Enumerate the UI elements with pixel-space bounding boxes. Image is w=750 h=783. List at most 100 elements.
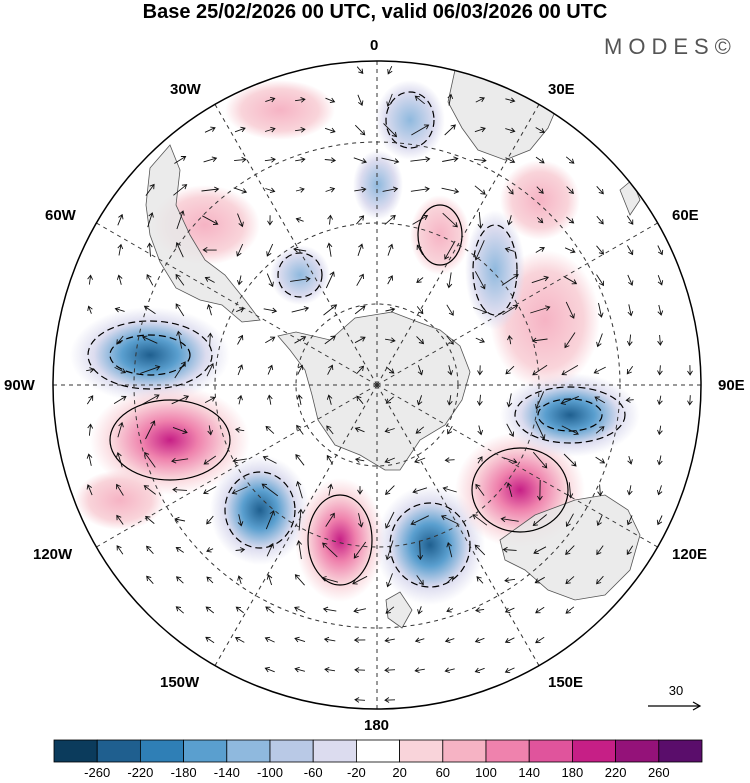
wind-vector <box>203 156 218 163</box>
wind-vector <box>266 243 274 257</box>
wind-vector <box>537 479 543 501</box>
wind-vector <box>206 576 214 584</box>
wind-vector <box>386 573 393 588</box>
wind-vector <box>385 396 394 404</box>
wind-vector <box>297 364 304 375</box>
wind-vector <box>384 214 396 225</box>
wind-vector <box>656 455 663 466</box>
wind-vector <box>596 514 603 526</box>
wind-vector <box>536 186 544 194</box>
wind-vector <box>117 421 124 438</box>
colorbar-tick-label: -60 <box>303 765 323 780</box>
colorbar-tick-label: 20 <box>392 765 407 780</box>
wind-vector <box>505 157 516 164</box>
wind-vector <box>116 545 124 555</box>
wind-vector <box>381 157 400 164</box>
wind-vector <box>504 667 515 674</box>
wind-vector <box>627 245 634 256</box>
wind-vector <box>385 337 396 344</box>
wind-vector <box>565 576 575 585</box>
lon-label-60e: 60E <box>672 207 699 224</box>
wind-vector <box>596 186 604 195</box>
wind-vector <box>294 666 306 673</box>
wind-vector <box>476 394 483 407</box>
wind-vector <box>500 516 519 523</box>
wind-vector <box>596 545 604 556</box>
wind-vector <box>237 334 244 345</box>
wind-vector <box>504 577 516 584</box>
wind-vector <box>505 365 515 375</box>
wind-vector <box>385 606 395 614</box>
wind-vector <box>535 127 546 134</box>
wind-vector <box>322 606 337 613</box>
wind-vector <box>175 273 185 286</box>
wind-vector <box>535 156 545 164</box>
wind-vector <box>234 156 247 163</box>
wind-vector <box>296 540 303 560</box>
wind-vector <box>384 485 395 496</box>
wind-vector <box>290 276 311 283</box>
wind-vector <box>234 126 246 133</box>
wind-vector <box>475 97 485 103</box>
colorbar-tick-label: 140 <box>518 765 541 780</box>
wind-vector <box>175 576 184 584</box>
wind-vector <box>410 515 429 526</box>
wind-vector <box>202 247 217 253</box>
wind-vector <box>565 156 575 164</box>
wind-vector <box>477 365 483 376</box>
wind-vector <box>416 306 424 315</box>
wind-vector <box>357 243 364 256</box>
wind-vector <box>204 396 216 403</box>
wind-vector <box>324 157 337 164</box>
wind-vector <box>417 606 423 615</box>
contour <box>109 334 191 376</box>
wind-vector <box>626 485 633 496</box>
wind-vector <box>477 211 484 229</box>
wind-vector <box>262 455 277 464</box>
wind-vector <box>264 636 275 643</box>
lon-label-180: 180 <box>364 717 390 734</box>
wind-vector <box>116 483 124 496</box>
wind-vector <box>295 126 306 133</box>
wind-vector <box>472 514 488 526</box>
wind-vector <box>234 636 245 643</box>
wind-vector <box>204 126 216 133</box>
anomaly-negative-50e <box>465 210 525 330</box>
meridian-line <box>376 384 658 548</box>
wind-vector <box>476 576 484 584</box>
wind-vector <box>203 455 217 465</box>
anomaly-negative-0 <box>353 150 403 220</box>
wind-vector <box>294 636 306 643</box>
wind-vector <box>174 516 186 523</box>
wind-vector <box>477 456 483 464</box>
wind-vector <box>504 607 515 614</box>
colorbar-tick-label: 220 <box>604 765 627 780</box>
wind-vectors <box>86 66 693 703</box>
colorbar-tick-label: -20 <box>346 765 366 780</box>
wind-vector <box>687 395 693 406</box>
contour <box>87 320 213 390</box>
wind-vector <box>143 485 156 495</box>
wind-vector <box>442 212 458 228</box>
wind-vector <box>506 215 513 226</box>
wind-vector <box>116 514 124 525</box>
wind-vector <box>597 484 603 497</box>
wind-vector <box>383 123 398 138</box>
wind-vector <box>295 217 304 223</box>
wind-vector <box>387 275 393 285</box>
wind-vector <box>446 395 453 406</box>
wind-vector <box>356 215 365 225</box>
wind-vector <box>113 395 127 404</box>
wind-vector <box>564 332 576 349</box>
wind-vector <box>561 425 579 436</box>
wind-vector <box>414 667 425 674</box>
wind-vector <box>475 337 485 343</box>
wind-vector <box>627 455 633 465</box>
wind-vector <box>415 426 425 434</box>
wind-vector <box>324 335 336 345</box>
wind-vector <box>596 215 604 225</box>
wind-vector <box>356 273 364 286</box>
wind-vector <box>626 515 633 526</box>
wind-vector <box>322 542 338 558</box>
wind-vector <box>176 330 183 349</box>
